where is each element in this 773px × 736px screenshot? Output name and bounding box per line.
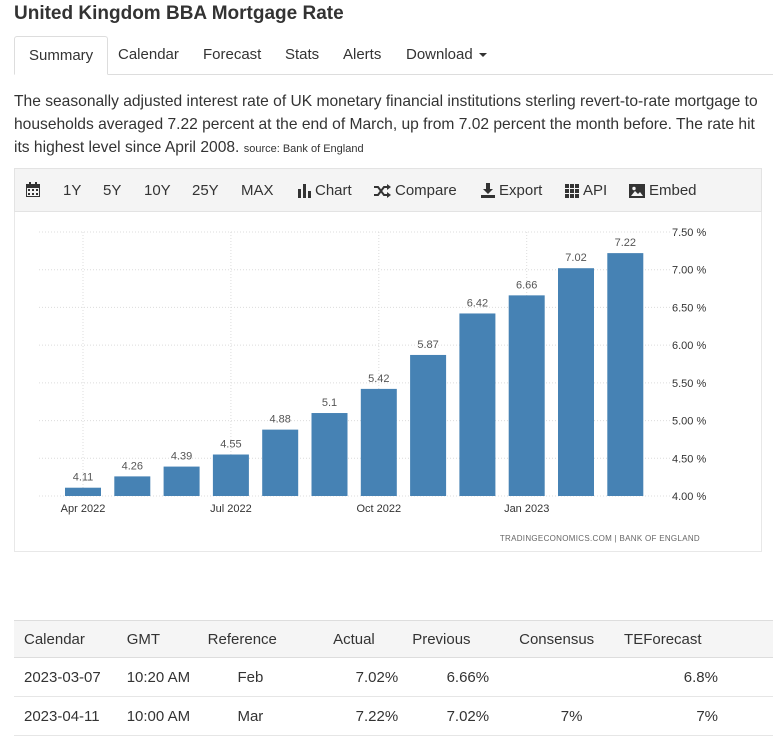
cell-actual: 7.22% <box>333 696 413 736</box>
description: The seasonally adjusted interest rate of… <box>14 90 766 161</box>
cell-gmt: 10:00 AM <box>126 696 208 736</box>
chart-button[interactable]: Chart <box>297 169 352 213</box>
y-tick-label: 6.00 % <box>672 340 706 352</box>
grid-icon <box>565 184 579 198</box>
x-tick-label: Jul 2022 <box>210 503 252 515</box>
header-teforecast: TEForecast <box>624 620 773 658</box>
bar-value-label: 4.88 <box>269 414 290 426</box>
y-tick-label: 5.50 % <box>672 378 706 390</box>
embed-button-label: Embed <box>649 182 697 199</box>
bar <box>114 476 151 496</box>
bar-value-label: 7.02 <box>565 252 586 264</box>
tab-download[interactable]: Download <box>406 36 487 74</box>
description-text: The seasonally adjusted interest rate of… <box>14 93 758 156</box>
bar-value-label: 4.26 <box>122 460 143 472</box>
table-header-row: Calendar GMT Reference Actual Previous C… <box>14 620 773 658</box>
chart-button-label: Chart <box>315 182 352 199</box>
api-button[interactable]: API <box>565 169 607 213</box>
bar-value-label: 6.42 <box>467 297 488 309</box>
cell-teforecast: 6.8% <box>624 657 773 697</box>
y-tick-label: 4.50 % <box>672 453 706 465</box>
bar <box>459 313 496 496</box>
export-button[interactable]: Export <box>481 169 542 213</box>
cell-actual: 7.02% <box>333 657 413 697</box>
tab-alerts[interactable]: Alerts <box>343 46 382 63</box>
y-tick-label: 4.00 % <box>672 491 706 503</box>
bar <box>607 253 644 496</box>
bar-value-label: 7.22 <box>615 237 636 249</box>
calendar-icon[interactable] <box>25 169 45 213</box>
header-actual: Actual <box>333 620 413 658</box>
range-10y-button[interactable]: 10Y <box>144 182 171 199</box>
bar-chart-icon <box>298 184 311 198</box>
tab-stats[interactable]: Stats <box>285 46 320 63</box>
x-tick-label: Apr 2022 <box>61 503 106 515</box>
compare-button[interactable]: Compare <box>373 169 457 213</box>
tab-download-label: Download <box>406 46 473 63</box>
bar-chart: 4.00 % 4.50 % 5.00 % 5.50 % 6.00 % 6.50 % 7.00… <box>39 227 706 543</box>
header-gmt: GMT <box>126 620 208 658</box>
compare-button-label: Compare <box>395 182 457 199</box>
bar <box>558 268 594 496</box>
bar <box>262 429 299 496</box>
y-tick-label: 5.00 % <box>672 416 706 428</box>
bar <box>311 413 348 496</box>
range-5y-button[interactable]: 5Y <box>103 182 122 199</box>
caret-down-icon <box>478 53 487 58</box>
tab-bar: Summary Calendar Forecast Stats Alerts D… <box>14 36 773 75</box>
table-row: 2023-03-07 10:20 AM Feb 7.02% 6.66% 6.8% <box>14 657 773 697</box>
api-button-label: API <box>583 182 608 199</box>
bar-value-label: 4.39 <box>171 451 192 463</box>
bar-value-label: 4.11 <box>73 472 94 484</box>
bar-value-label: 5.87 <box>417 339 438 351</box>
cell-date: 2023-03-07 <box>14 657 127 697</box>
bar-value-label: 6.66 <box>516 279 537 291</box>
table-row: 2023-04-11 10:00 AM Mar 7.22% 7.02% 7% 7… <box>14 696 773 736</box>
bar-value-label: 5.42 <box>368 373 389 385</box>
header-consensus: Consensus <box>519 620 625 658</box>
range-25y-button[interactable]: 25Y <box>192 182 219 199</box>
y-tick-label: 7.50 % <box>672 227 706 239</box>
tab-forecast[interactable]: Forecast <box>203 46 262 63</box>
bar <box>212 454 249 496</box>
header-calendar: Calendar <box>14 620 127 658</box>
header-reference: Reference <box>207 620 334 658</box>
bar-value-label: 4.55 <box>220 439 241 451</box>
bar <box>508 295 545 496</box>
cell-consensus: 7% <box>519 696 625 736</box>
cell-teforecast: 7% <box>624 696 773 736</box>
x-tick-label: Oct 2022 <box>356 503 401 515</box>
y-tick-label: 7.00 % <box>672 265 706 277</box>
page-title: United Kingdom BBA Mortgage Rate <box>14 3 344 24</box>
bar <box>410 354 447 496</box>
cell-previous: 7.02% <box>412 696 520 736</box>
cell-gmt: 10:20 AM <box>126 657 208 697</box>
range-1y-button[interactable]: 1Y <box>63 182 82 199</box>
shuffle-icon <box>374 184 391 198</box>
range-max-button[interactable]: MAX <box>241 182 274 199</box>
y-tick-label: 6.50 % <box>672 302 706 314</box>
header-previous: Previous <box>412 620 520 658</box>
bar <box>65 487 101 496</box>
chart-area: 4.00 % 4.50 % 5.00 % 5.50 % 6.00 % 6.50 % 7.00… <box>14 212 762 552</box>
description-source: source: Bank of England <box>243 143 364 155</box>
cell-date: 2023-04-11 <box>14 696 127 736</box>
calendar-table: Calendar GMT Reference Actual Previous C… <box>14 620 773 736</box>
bar <box>163 466 200 496</box>
cell-reference: Mar <box>207 696 334 736</box>
tab-calendar[interactable]: Calendar <box>118 46 179 63</box>
cell-reference: Feb <box>207 657 334 697</box>
bar <box>360 388 397 496</box>
tab-summary[interactable]: Summary <box>14 36 109 75</box>
chart-toolbar: 1Y 5Y 10Y 25Y MAX Chart Compare Export A… <box>14 168 762 212</box>
download-icon <box>481 183 495 198</box>
x-tick-label: Jan 2023 <box>504 503 549 515</box>
chart-credit: TRADINGECONOMICS.COM | BANK OF ENGLAND <box>500 534 700 543</box>
export-button-label: Export <box>499 182 543 199</box>
bar-value-label: 5.1 <box>322 397 337 409</box>
cell-consensus <box>519 657 625 697</box>
image-icon <box>629 184 645 198</box>
cell-previous: 6.66% <box>412 657 520 697</box>
embed-button[interactable]: Embed <box>629 169 697 213</box>
